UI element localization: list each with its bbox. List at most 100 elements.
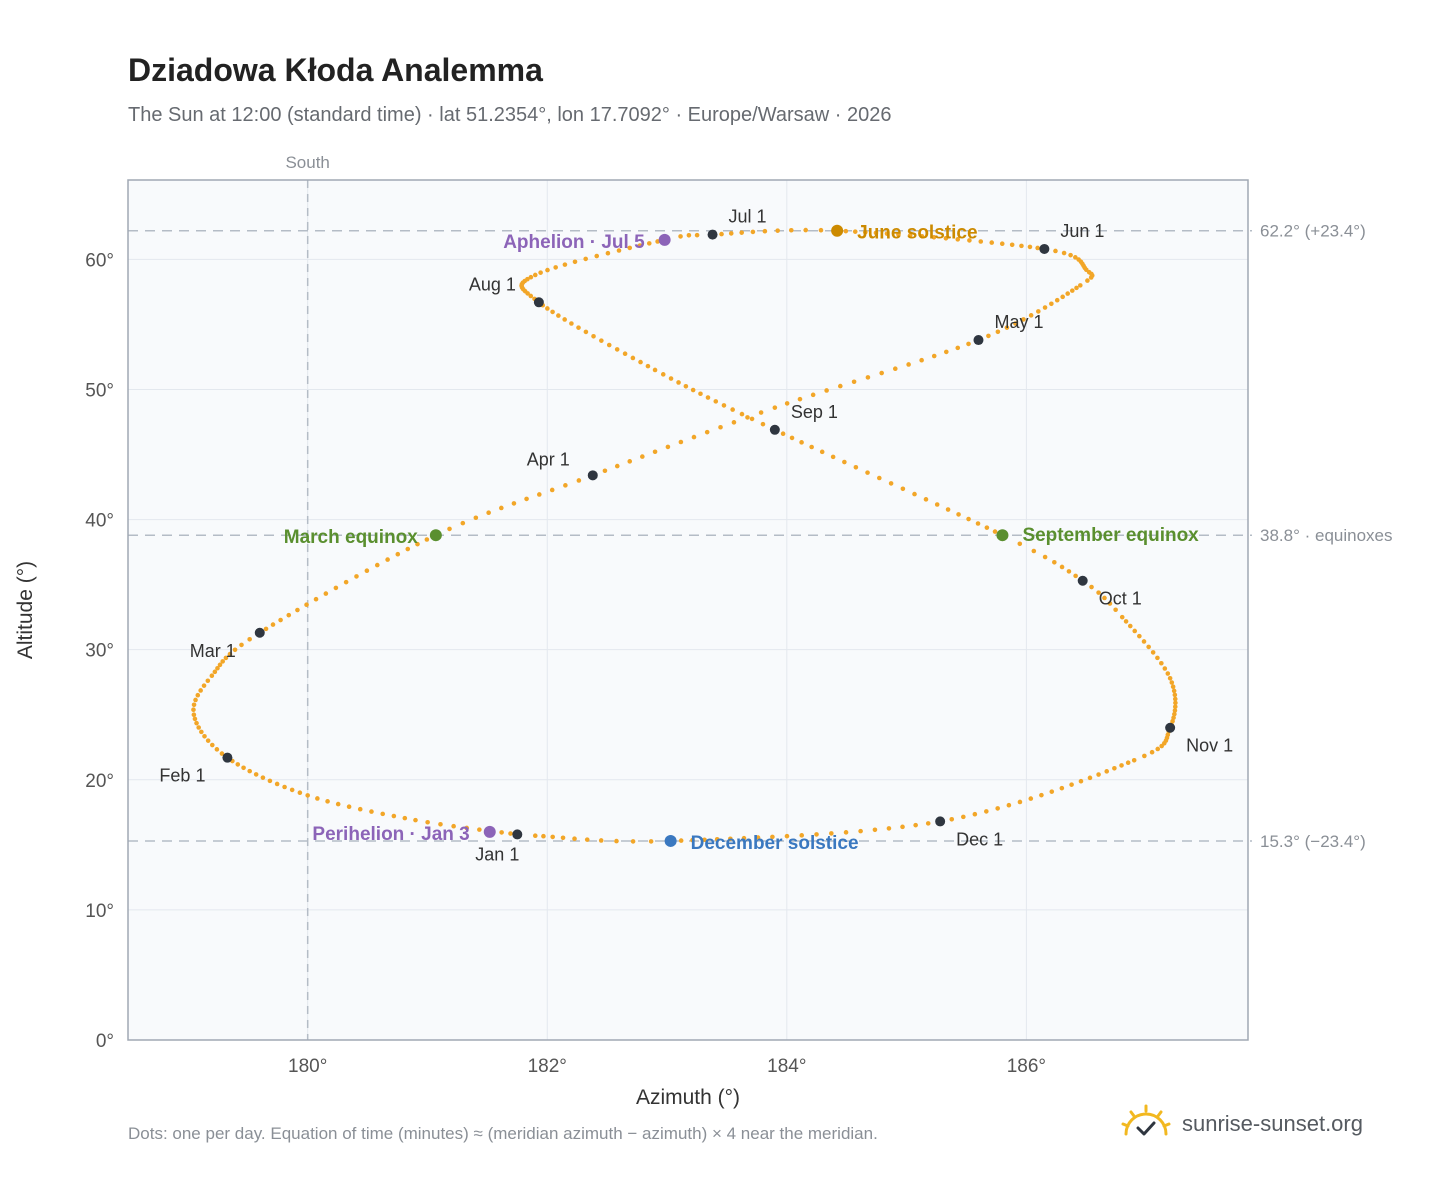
daily-dot xyxy=(1066,569,1072,574)
special-point-label: December solstice xyxy=(691,833,859,854)
daily-dot xyxy=(865,375,871,380)
daily-dot xyxy=(652,449,658,455)
daily-dot xyxy=(731,420,737,425)
daily-dot xyxy=(853,464,859,470)
daily-dot xyxy=(525,291,530,296)
month-label: Oct 1 xyxy=(1099,589,1142,609)
daily-dot xyxy=(295,607,300,613)
x-tick-label: 184° xyxy=(767,1056,806,1077)
daily-dot xyxy=(884,231,890,236)
daily-dot xyxy=(286,612,292,618)
daily-dot xyxy=(191,712,197,718)
daily-dot xyxy=(966,516,971,522)
daily-dot xyxy=(1171,715,1176,721)
daily-dot xyxy=(945,507,951,512)
special-point-label: Aphelion · Jul 5 xyxy=(503,232,645,253)
daily-dot xyxy=(637,243,643,248)
daily-dot xyxy=(1049,789,1055,794)
daily-dot xyxy=(1172,696,1178,702)
special-point xyxy=(429,529,442,542)
month-marker xyxy=(707,229,718,240)
daily-dot xyxy=(201,683,207,688)
daily-dot xyxy=(1074,285,1079,291)
daily-dot xyxy=(694,232,700,238)
month-label: Mar 1 xyxy=(190,641,236,661)
daily-dot xyxy=(1142,753,1147,759)
daily-dot xyxy=(652,367,658,373)
daily-dot xyxy=(1059,564,1065,570)
daily-dot xyxy=(1035,245,1040,251)
daily-dot xyxy=(191,707,196,712)
brand[interactable]: sunrise-sunset.org xyxy=(1120,1104,1363,1144)
daily-dot xyxy=(1104,769,1110,774)
month-markers: Jan 1 Feb 1 Mar 1 Apr 1 May 1 Jun 1 Jul 1 Aug 1… xyxy=(159,207,1233,865)
daily-dot xyxy=(343,579,349,585)
daily-dot xyxy=(984,809,989,814)
daily-dot xyxy=(789,435,795,441)
daily-dot xyxy=(550,834,555,840)
reference-label: 62.2° (+23.4°) xyxy=(1260,222,1366,241)
footnote: Dots: one per day. Equation of time (min… xyxy=(128,1124,878,1143)
daily-dot xyxy=(1127,623,1133,629)
month-label: Nov 1 xyxy=(1186,736,1233,756)
daily-dot xyxy=(966,341,971,347)
daily-dot xyxy=(1107,601,1113,606)
daily-dot xyxy=(741,835,747,841)
daily-dot xyxy=(931,234,937,240)
daily-dot xyxy=(713,399,719,404)
daily-dot xyxy=(1076,257,1081,262)
daily-dot xyxy=(978,239,984,244)
plot-background xyxy=(128,180,1248,1040)
daily-dot xyxy=(364,568,370,574)
daily-dot xyxy=(260,775,266,780)
daily-dot xyxy=(193,697,198,703)
daily-dot xyxy=(602,468,608,474)
daily-dot xyxy=(1155,655,1160,661)
daily-dot xyxy=(872,827,878,833)
brand-name[interactable]: sunrise-sunset.org xyxy=(1182,1111,1363,1136)
daily-dot xyxy=(1159,660,1164,666)
daily-dot xyxy=(678,234,683,239)
daily-dot xyxy=(1131,757,1137,763)
daily-dot xyxy=(1146,644,1151,650)
daily-dot xyxy=(247,768,252,774)
daily-dot xyxy=(730,407,735,412)
daily-dot xyxy=(865,470,870,475)
daily-dot xyxy=(541,833,546,839)
daily-dot xyxy=(1036,309,1041,314)
daily-dot xyxy=(1065,291,1070,296)
daily-dot xyxy=(943,349,949,355)
daily-dot xyxy=(325,799,330,804)
daily-dot xyxy=(943,236,949,241)
special-point xyxy=(658,233,671,246)
daily-dot xyxy=(967,238,972,243)
daily-dot xyxy=(267,778,273,784)
daily-dot xyxy=(576,478,582,483)
daily-dot xyxy=(775,228,780,233)
daily-dot xyxy=(1013,321,1018,326)
daily-dot xyxy=(1078,778,1084,784)
month-marker xyxy=(973,335,984,346)
daily-dot xyxy=(413,817,418,823)
daily-dot xyxy=(690,837,695,843)
daily-dot xyxy=(369,809,374,814)
daily-dot xyxy=(477,827,482,832)
x-tick-label: 182° xyxy=(528,1056,567,1077)
daily-dot xyxy=(270,622,276,627)
daily-dot xyxy=(1165,671,1171,676)
daily-dot xyxy=(809,444,814,450)
daily-dot xyxy=(888,481,894,486)
daily-dot xyxy=(1096,772,1101,777)
daily-dot xyxy=(989,240,995,245)
daily-dot xyxy=(195,692,201,698)
daily-dot xyxy=(892,366,898,372)
daily-dot xyxy=(198,688,203,693)
daily-dot xyxy=(877,475,882,481)
daily-dot xyxy=(772,405,778,410)
daily-dot xyxy=(1170,684,1176,690)
daily-dot xyxy=(842,459,847,465)
daily-dot xyxy=(758,410,764,415)
daily-dot xyxy=(1096,590,1101,595)
daily-dot xyxy=(931,353,937,359)
daily-dot xyxy=(690,387,696,393)
